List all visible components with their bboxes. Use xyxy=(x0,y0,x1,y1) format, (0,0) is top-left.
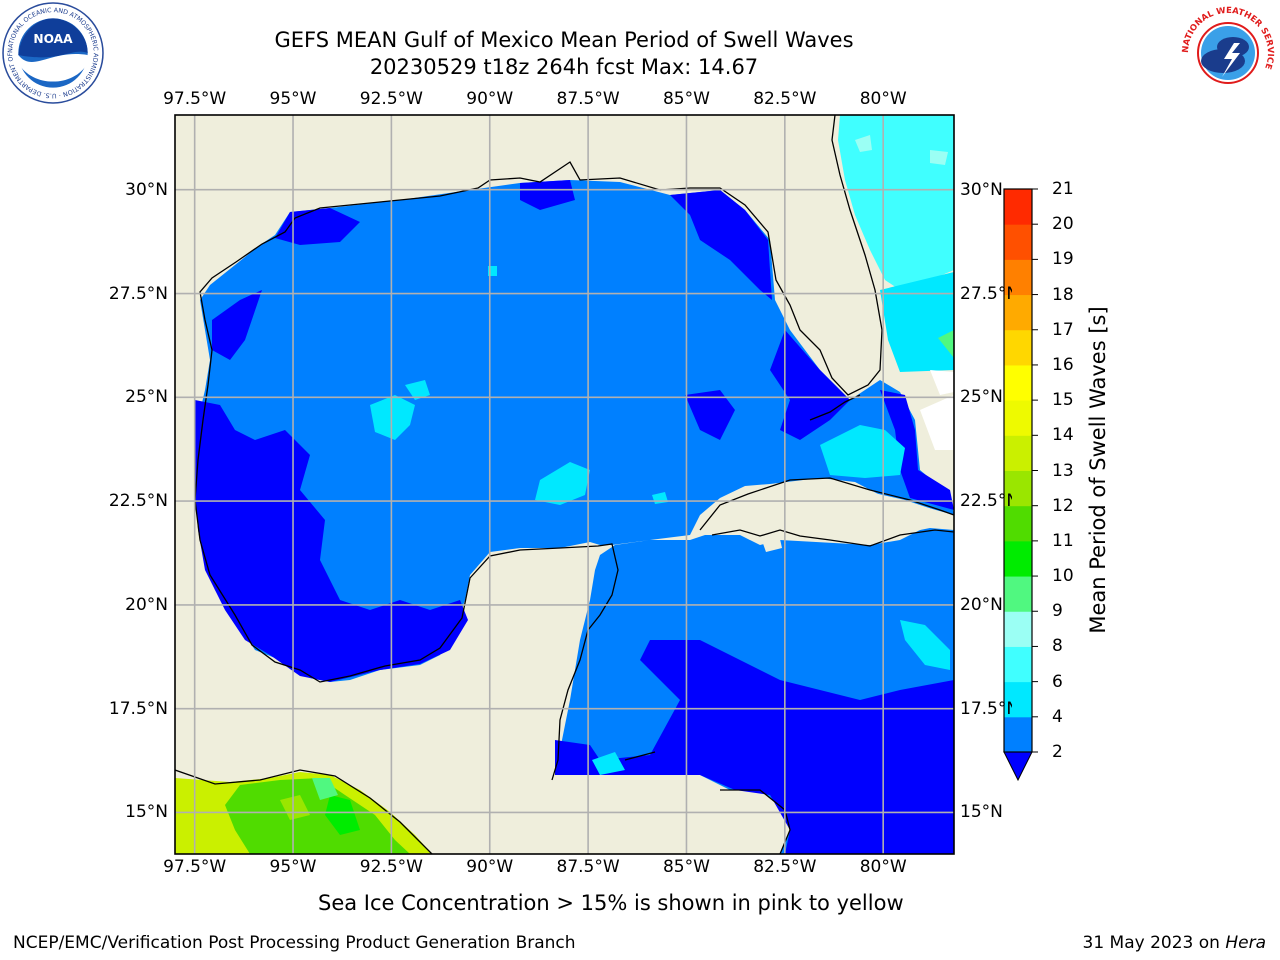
colorbar-extend-arrow xyxy=(1003,751,1033,782)
footer-credit: NCEP/EMC/Verification Post Processing Pr… xyxy=(13,933,576,953)
colorbar-tick-label: 17 xyxy=(1052,319,1074,340)
footer-host: Hera xyxy=(1225,933,1266,953)
latitude-label: 25°N xyxy=(960,387,1003,408)
noaa-logo-icon: NATIONAL OCEANIC AND ATMOSPHERIC ADMINIS… xyxy=(2,2,104,104)
longitude-label: 95°W xyxy=(269,857,317,877)
shelf-swell-field xyxy=(194,400,468,682)
latitude-label: 30°N xyxy=(960,179,1003,200)
colorbar-tick-label: 13 xyxy=(1052,460,1074,481)
colorbar-tick-label: 9 xyxy=(1052,601,1063,622)
longitude-label: 82.5°W xyxy=(753,89,817,109)
colorbar-tick-label: 4 xyxy=(1052,706,1063,727)
colorbar-tick-label: 16 xyxy=(1052,354,1074,375)
longitude-label: 80°W xyxy=(859,857,907,877)
footer-date: 31 May 2023 on Hera xyxy=(1082,933,1267,953)
graticule xyxy=(175,115,954,854)
longitude-label: 87.5°W xyxy=(556,89,620,109)
map-title: GEFS MEAN Gulf of Mexico Mean Period of … xyxy=(274,28,854,52)
colorbar xyxy=(1003,188,1038,782)
map-subtitle: 20230529 t18z 264h fcst Max: 14.67 xyxy=(369,55,759,79)
colorbar-bin xyxy=(1004,294,1032,331)
longitude-label: 85°W xyxy=(662,857,710,877)
longitude-label: 85°W xyxy=(662,89,710,109)
latitude-label: 27.5°N xyxy=(108,283,168,304)
latitude-label: 20°N xyxy=(125,594,168,615)
colorbar-bin xyxy=(1004,681,1032,718)
colorbar-bin xyxy=(1004,470,1032,507)
latitude-label: 20°N xyxy=(960,594,1003,615)
colorbar-tick-label: 18 xyxy=(1052,284,1074,305)
colorbar-tick-label: 20 xyxy=(1052,214,1074,235)
colorbar-tick-label: 10 xyxy=(1052,566,1074,587)
longitude-label: 90°W xyxy=(466,857,514,877)
latitude-label: 22.5°N xyxy=(960,491,1012,512)
cuba-land xyxy=(700,480,954,545)
colorbar-bin xyxy=(1004,611,1032,647)
longitude-label: 92.5°W xyxy=(359,857,423,877)
longitude-label: 87.5°W xyxy=(556,857,620,877)
colorbar-bin xyxy=(1004,329,1032,366)
colorbar-bin xyxy=(1004,189,1032,225)
colorbar-bin xyxy=(1004,576,1032,612)
latitude-label: 15°N xyxy=(125,802,168,823)
longitude-label: 80°W xyxy=(859,89,907,109)
latitude-label: 15°N xyxy=(960,802,1003,823)
colorbar-tick-label: 8 xyxy=(1052,636,1063,657)
colorbar-tick-label: 11 xyxy=(1052,530,1074,551)
svg-text:NOAA: NOAA xyxy=(33,32,73,46)
longitude-label: 92.5°W xyxy=(359,89,423,109)
colorbar-bin xyxy=(1004,224,1032,260)
longitude-label: 82.5°W xyxy=(753,857,817,877)
colorbar-tick-label: 12 xyxy=(1052,495,1074,516)
colorbar-tick-label: 15 xyxy=(1052,390,1074,411)
atlantic-swell-field xyxy=(838,115,954,290)
colorbar-bin xyxy=(1004,716,1032,753)
colorbar-bin xyxy=(1004,435,1032,471)
colorbar-bin xyxy=(1004,259,1032,296)
latitude-label: 22.5°N xyxy=(108,491,168,512)
colorbar-tick-label: 21 xyxy=(1052,179,1074,199)
coastline xyxy=(175,115,954,854)
colorbar-label: Mean Period of Swell Waves [s] xyxy=(1086,306,1110,634)
longitude-label: 97.5°W xyxy=(163,857,227,877)
longitude-label: 90°W xyxy=(466,89,514,109)
longitude-label: 97.5°W xyxy=(163,89,227,109)
colorbar-bin xyxy=(1004,505,1032,542)
colorbar-tick-label: 2 xyxy=(1052,742,1063,762)
longitude-label: 95°W xyxy=(269,89,317,109)
colorbar-bin xyxy=(1004,540,1032,577)
colorbar-tick-label: 14 xyxy=(1052,425,1074,446)
colorbar-tick-label: 6 xyxy=(1052,671,1063,692)
map-frame xyxy=(174,114,955,855)
latitude-label: 17.5°N xyxy=(108,698,168,719)
latitude-label: 25°N xyxy=(125,387,168,408)
colorbar-bin xyxy=(1004,646,1032,683)
latitude-label: 17.5°N xyxy=(960,698,1012,719)
colorbar-tick-label: 19 xyxy=(1052,249,1074,270)
latitude-label: 27.5°N xyxy=(960,283,1012,304)
colorbar-bin xyxy=(1004,364,1032,401)
latitude-label: 30°N xyxy=(125,179,168,200)
colorbar-bin xyxy=(1004,400,1032,436)
nws-logo-icon: NATIONAL WEATHER SERVICE xyxy=(1179,4,1277,102)
